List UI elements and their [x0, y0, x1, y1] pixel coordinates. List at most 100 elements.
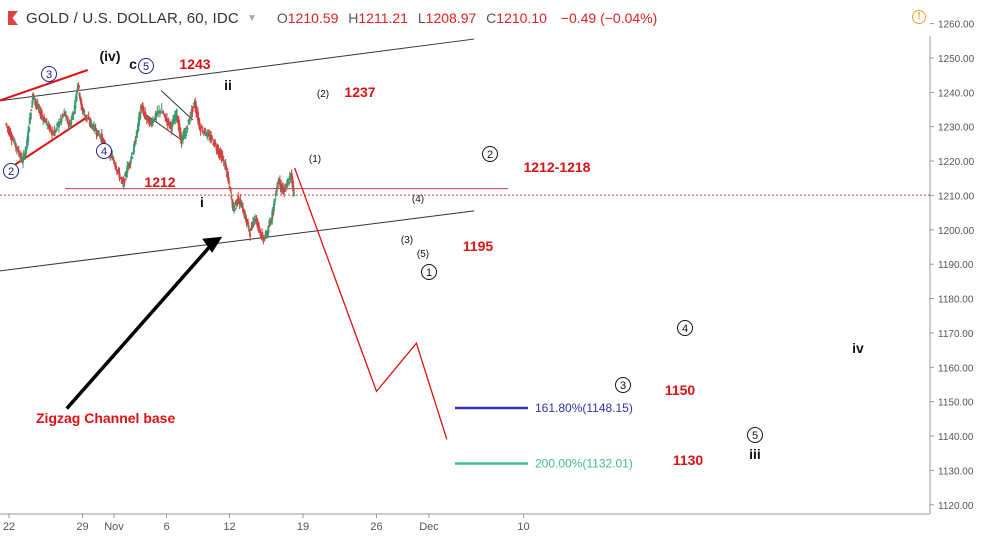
alert-icon[interactable]: ! — [912, 10, 926, 24]
candle-body — [287, 180, 290, 182]
candle-body — [127, 165, 130, 169]
wave-label-iii: iii — [749, 446, 761, 462]
candle-body — [260, 235, 263, 238]
candle-body — [16, 148, 19, 151]
candle-body — [32, 94, 35, 97]
candle-body — [244, 215, 247, 221]
symbol-title[interactable]: GOLD / U.S. DOLLAR, 60, IDC — [26, 9, 239, 27]
candle-body — [288, 182, 290, 185]
candle-body — [191, 108, 194, 113]
candle-body — [111, 155, 114, 160]
channel-base-label: Zigzag Channel base — [36, 410, 175, 426]
level-label-1212-1218: 1212-1218 — [524, 159, 591, 175]
candle-body — [31, 94, 34, 101]
candle-body — [220, 153, 223, 161]
candle-body — [159, 110, 162, 113]
candle-body — [64, 112, 67, 117]
circled-wave-3 — [41, 66, 57, 82]
candle-body — [141, 105, 144, 108]
candle-body — [257, 222, 260, 228]
candle-body — [144, 115, 147, 120]
candle-body — [200, 127, 203, 129]
candle-body — [275, 190, 278, 195]
y-tick-label: 1210.00 — [938, 191, 975, 202]
candle-body — [291, 176, 294, 184]
candle-body — [135, 139, 138, 142]
wave-label-ii: ii — [224, 77, 232, 93]
candle-body — [72, 112, 75, 114]
x-tick-label: 19 — [297, 521, 309, 533]
candle-body — [158, 110, 161, 112]
candle-body — [188, 118, 191, 125]
candle-body — [123, 178, 126, 183]
candle-body — [85, 117, 88, 119]
circled-wave-4-projection — [677, 320, 693, 336]
candle-body — [97, 130, 100, 134]
candle-body — [131, 156, 134, 158]
candle-body — [132, 152, 135, 155]
wave-label-2-paren: (2) — [317, 89, 329, 100]
candle-body — [127, 164, 130, 166]
candle-body — [263, 237, 266, 239]
circled-wave-4 — [96, 143, 112, 159]
candle-body — [190, 116, 192, 118]
ii-channel-line-1 — [160, 90, 194, 121]
candle-body — [176, 115, 179, 120]
level-label-1150: 1150 — [665, 382, 696, 398]
candle-body — [79, 96, 82, 100]
candle-body — [227, 177, 230, 182]
circled-wave-4-projection-text: 4 — [682, 323, 688, 335]
candle-body — [286, 181, 289, 185]
candle-body — [28, 127, 31, 132]
level-label-1130: 1130 — [673, 452, 704, 468]
candle-body — [197, 119, 200, 123]
candle-body — [270, 221, 273, 223]
candle-body — [190, 109, 193, 116]
candle-body — [213, 139, 216, 147]
y-tick-label: 1170.00 — [938, 329, 974, 340]
circled-wave-1-text: 1 — [426, 267, 432, 279]
candle-body — [7, 127, 10, 131]
circled-wave-3-projection-text: 3 — [620, 380, 626, 392]
candle-body — [120, 177, 123, 180]
candle-body — [253, 217, 256, 221]
candle-body — [156, 110, 159, 116]
candle-body — [174, 114, 177, 121]
candle-body — [262, 240, 265, 242]
candle-body — [254, 216, 257, 218]
candle-body — [8, 129, 11, 136]
change-readout: −0.49 (−0.04%) — [560, 10, 658, 26]
candle-body — [290, 173, 293, 180]
candle-body — [165, 120, 168, 122]
candle-body — [285, 184, 288, 187]
candle-body — [98, 134, 101, 136]
y-tick-label: 1150.00 — [938, 398, 974, 409]
candle-body — [228, 181, 231, 183]
y-tick-label: 1140.00 — [938, 432, 974, 443]
candle-body — [50, 131, 53, 135]
chevron-down-icon[interactable]: ▼ — [246, 12, 257, 24]
circled-wave-2 — [3, 163, 19, 179]
y-tick-label: 1240.00 — [938, 88, 975, 99]
candle-body — [233, 207, 236, 211]
candle-body — [217, 148, 220, 153]
candle-body — [29, 112, 32, 119]
candle-body — [93, 125, 96, 130]
candle-body — [51, 131, 54, 133]
circled-wave-2-projection — [482, 146, 498, 162]
channel-lower-line — [0, 210, 475, 272]
wave-label-i: i — [200, 194, 204, 210]
candle-body — [175, 109, 178, 118]
candle-body — [283, 190, 286, 192]
candle-body — [166, 121, 169, 126]
candle-body — [24, 152, 27, 157]
candle-body — [132, 144, 135, 153]
circled-wave-5 — [138, 58, 154, 74]
candle-body — [271, 213, 274, 215]
candle-body — [89, 119, 92, 124]
circled-wave-2-text: 2 — [8, 166, 14, 178]
candle-body — [116, 170, 119, 172]
candle-body — [248, 229, 251, 233]
candle-body — [27, 135, 30, 142]
